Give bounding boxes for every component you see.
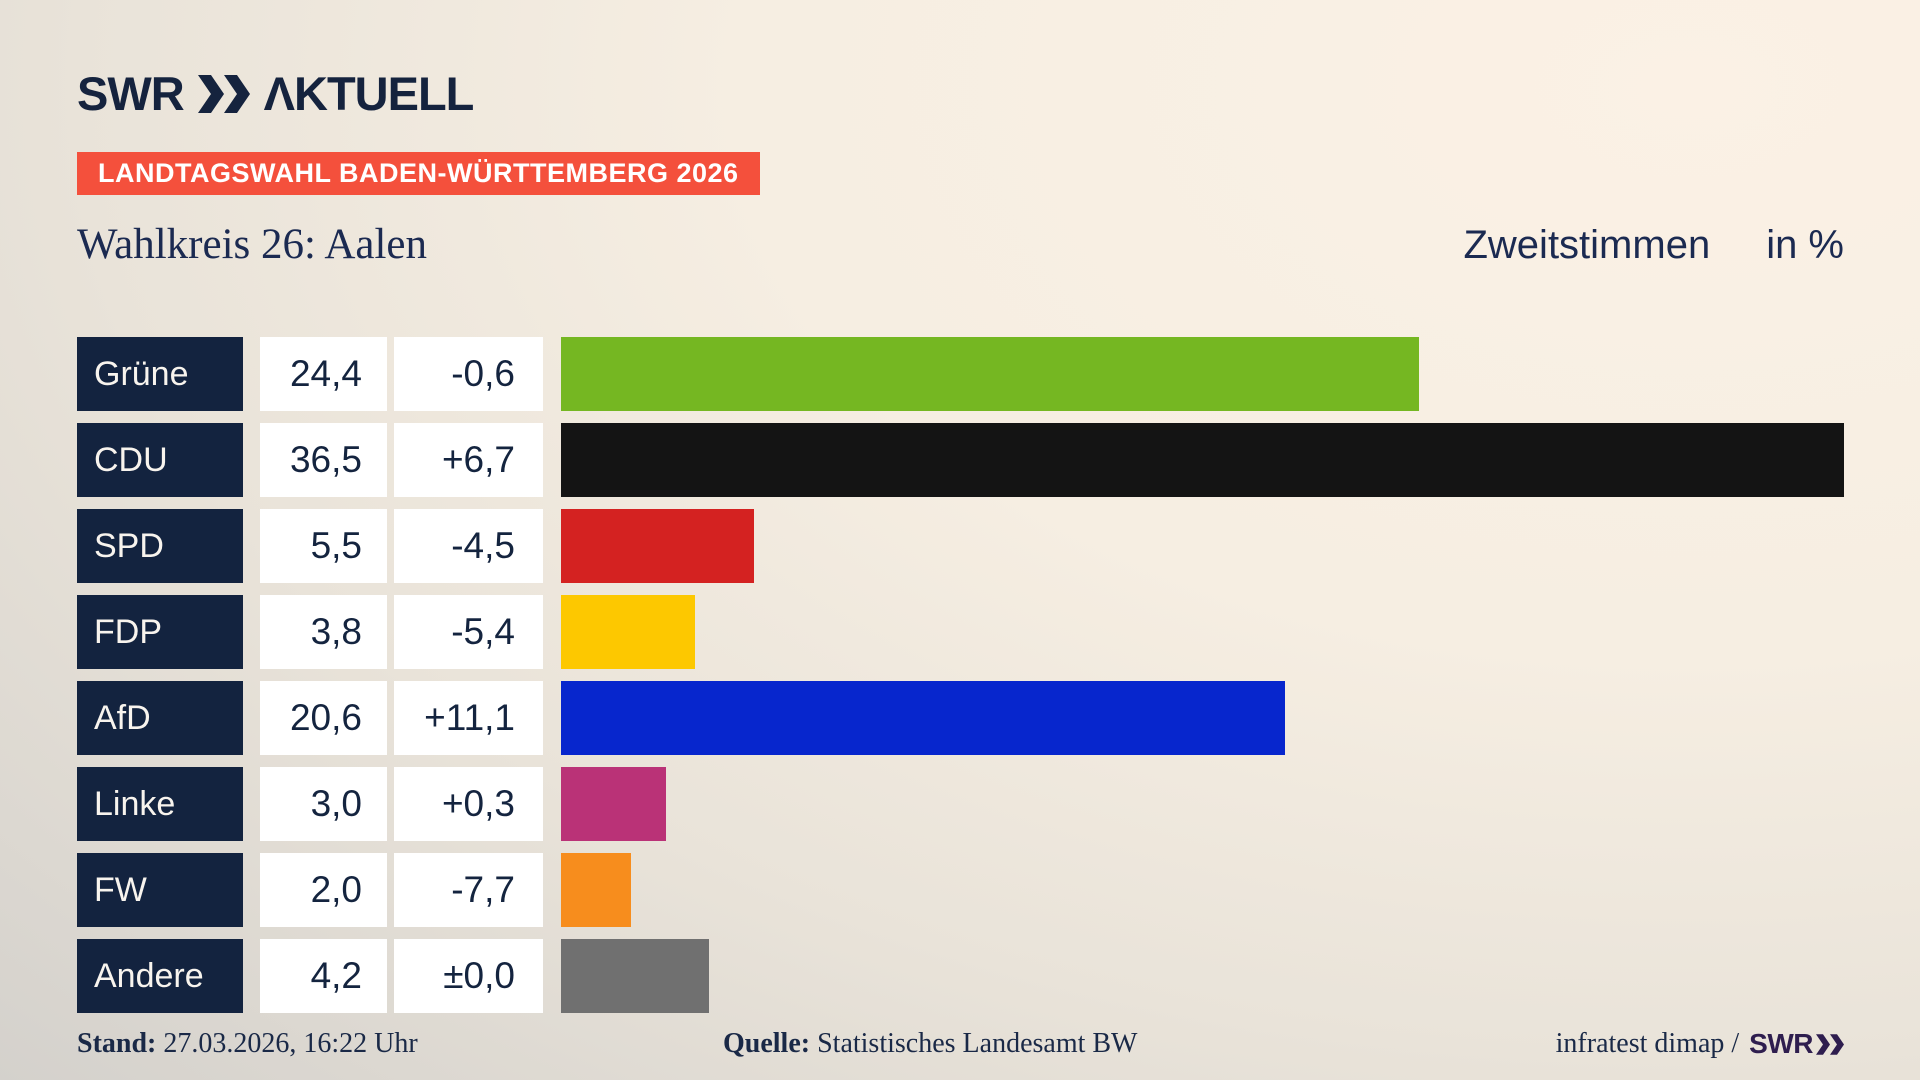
value-box: 4,2: [260, 939, 387, 1013]
quelle-text: Quelle: Statistisches Landesamt BW: [723, 1028, 1556, 1060]
aktuell-wordmark: ΛKTUELL: [263, 67, 475, 120]
unit-label: in %: [1766, 223, 1844, 267]
bar-track: [561, 767, 1844, 841]
bar-track: [561, 337, 1844, 411]
swr-footer-logo: SWR: [1749, 1028, 1844, 1060]
double-chevron-small-icon: [1816, 1033, 1844, 1055]
value-box: 5,5: [260, 509, 387, 583]
value-box: 24,4: [260, 337, 387, 411]
result-bar: [561, 767, 667, 841]
change-label: -4,5: [451, 525, 515, 566]
change-label: -5,4: [451, 611, 515, 652]
value-label: 24,4: [289, 353, 362, 394]
value-box: 3,0: [260, 767, 387, 841]
value-label: 5,5: [310, 525, 362, 566]
value-label: 4,2: [310, 955, 362, 996]
swr-wordmark: SWR: [77, 67, 185, 120]
value-label: 36,5: [289, 439, 362, 480]
change-box: -7,7: [394, 853, 543, 927]
value-box: 2,0: [260, 853, 387, 927]
change-label: ±0,0: [443, 955, 515, 996]
change-label: +0,3: [441, 783, 515, 824]
change-box: -4,5: [394, 509, 543, 583]
election-banner: LANDTAGSWAHL BADEN-WÜRTTEMBERG 2026: [77, 152, 760, 195]
bar-track: [561, 423, 1844, 497]
swr-footer-wordmark: SWR: [1749, 1028, 1813, 1059]
value-box: 3,8: [260, 595, 387, 669]
change-box: +6,7: [394, 423, 543, 497]
bar-track: [561, 509, 1844, 583]
chart-row: FDP 3,8 -5,4: [77, 595, 1844, 669]
stand-text: Stand: 27.03.2026, 16:22 Uhr: [77, 1028, 723, 1060]
party-label: Grüne: [94, 354, 189, 393]
change-label: -7,7: [451, 869, 515, 910]
change-label: +6,7: [441, 439, 515, 480]
chart-row: SPD 5,5 -4,5: [77, 509, 1844, 583]
credit-text: infratest dimap / SWR: [1556, 1028, 1844, 1060]
result-bar: [561, 939, 709, 1013]
results-bar-chart: Grüne 24,4 -0,6 CDU 36,5 +6,7: [77, 337, 1844, 1013]
value-box: 20,6: [260, 681, 387, 755]
party-label-box: AfD: [77, 681, 243, 755]
party-label: FW: [94, 870, 147, 909]
double-chevron-icon: [197, 74, 250, 113]
party-label-box: Andere: [77, 939, 243, 1013]
value-label: 2,0: [310, 869, 362, 910]
page-title: Wahlkreis 26: Aalen: [77, 221, 428, 268]
value-label: 20,6: [289, 697, 362, 738]
result-bar: [561, 595, 695, 669]
bar-track: [561, 595, 1844, 669]
party-label: SPD: [94, 526, 164, 565]
value-label: 3,0: [310, 783, 362, 824]
result-bar: [561, 509, 755, 583]
bar-track: [561, 681, 1844, 755]
party-label-box: FDP: [77, 595, 243, 669]
change-label: +11,1: [424, 697, 515, 738]
subtitle-zweitstimmen: Zweitstimmen: [1463, 223, 1711, 267]
stand-label: Stand:: [77, 1028, 157, 1059]
subtitle-wrap: Zweitstimmen in %: [1463, 223, 1844, 268]
swr-aktuell-logo: SWR ΛKTUELL: [77, 66, 475, 121]
party-label: AfD: [94, 698, 151, 737]
chart-row: FW 2,0 -7,7: [77, 853, 1844, 927]
bar-track: [561, 853, 1844, 927]
result-bar: [561, 853, 632, 927]
party-label: FDP: [94, 612, 162, 651]
result-bar: [561, 681, 1286, 755]
chart-row: AfD 20,6 +11,1: [77, 681, 1844, 755]
change-box: -5,4: [394, 595, 543, 669]
change-box: ±0,0: [394, 939, 543, 1013]
footer: Stand: 27.03.2026, 16:22 Uhr Quelle: Sta…: [77, 1028, 1844, 1060]
chart-row: Linke 3,0 +0,3: [77, 767, 1844, 841]
chart-row: Andere 4,2 ±0,0: [77, 939, 1844, 1013]
stand-value: 27.03.2026, 16:22 Uhr: [163, 1028, 418, 1059]
party-label-box: CDU: [77, 423, 243, 497]
party-label-box: SPD: [77, 509, 243, 583]
party-label: CDU: [94, 440, 168, 479]
party-label-box: Grüne: [77, 337, 243, 411]
change-box: +11,1: [394, 681, 543, 755]
value-box: 36,5: [260, 423, 387, 497]
chart-row: CDU 36,5 +6,7: [77, 423, 1844, 497]
party-label-box: FW: [77, 853, 243, 927]
value-label: 3,8: [310, 611, 362, 652]
party-label: Linke: [94, 784, 176, 823]
quelle-value: Statistisches Landesamt BW: [817, 1028, 1138, 1059]
chart-row: Grüne 24,4 -0,6: [77, 337, 1844, 411]
quelle-label: Quelle:: [723, 1028, 811, 1059]
result-bar: [561, 337, 1419, 411]
party-label: Andere: [94, 956, 204, 995]
credit-source: infratest dimap /: [1555, 1028, 1740, 1059]
result-bar: [561, 423, 1844, 497]
change-label: -0,6: [451, 353, 515, 394]
party-label-box: Linke: [77, 767, 243, 841]
bar-track: [561, 939, 1844, 1013]
change-box: +0,3: [394, 767, 543, 841]
title-row: Wahlkreis 26: Aalen Zweitstimmen in %: [77, 220, 1844, 269]
change-box: -0,6: [394, 337, 543, 411]
